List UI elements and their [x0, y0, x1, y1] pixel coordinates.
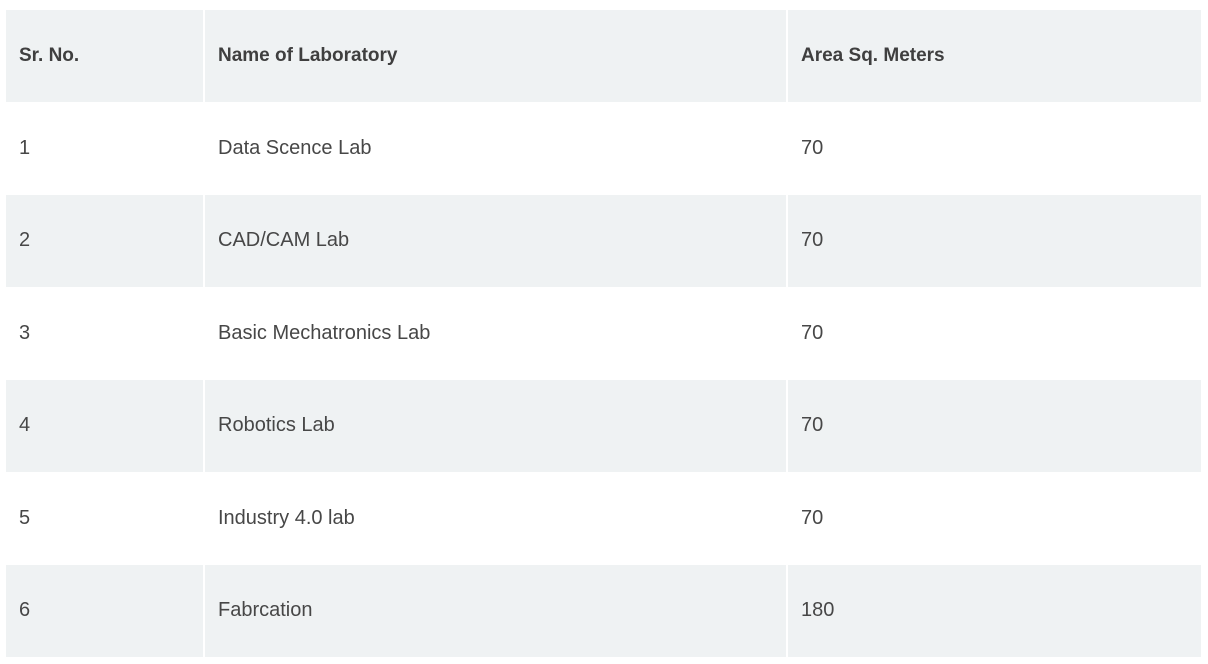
cell-laboratory-name: Industry 4.0 lab [205, 472, 788, 565]
table-row: 2 CAD/CAM Lab 70 [6, 194, 1201, 287]
cell-area: 70 [788, 194, 1201, 287]
table-row: 1 Data Scence Lab 70 [6, 102, 1201, 195]
cell-area: 70 [788, 472, 1201, 565]
cell-sr-no: 6 [6, 564, 205, 657]
cell-area: 70 [788, 379, 1201, 472]
cell-area: 180 [788, 564, 1201, 657]
cell-sr-no: 3 [6, 287, 205, 380]
cell-laboratory-name: CAD/CAM Lab [205, 194, 788, 287]
cell-area: 70 [788, 102, 1201, 195]
cell-sr-no: 5 [6, 472, 205, 565]
header-laboratory-name: Name of Laboratory [205, 10, 788, 102]
cell-sr-no: 2 [6, 194, 205, 287]
cell-laboratory-name: Basic Mechatronics Lab [205, 287, 788, 380]
table-row: 5 Industry 4.0 lab 70 [6, 472, 1201, 565]
laboratory-table: Sr. No. Name of Laboratory Area Sq. Mete… [6, 10, 1201, 657]
table-body: 1 Data Scence Lab 70 2 CAD/CAM Lab 70 3 … [6, 102, 1201, 657]
cell-sr-no: 4 [6, 379, 205, 472]
cell-laboratory-name: Robotics Lab [205, 379, 788, 472]
header-sr-no: Sr. No. [6, 10, 205, 102]
cell-area: 70 [788, 287, 1201, 380]
cell-laboratory-name: Data Scence Lab [205, 102, 788, 195]
cell-laboratory-name: Fabrcation [205, 564, 788, 657]
laboratory-table-container: Sr. No. Name of Laboratory Area Sq. Mete… [6, 10, 1201, 657]
table-row: 4 Robotics Lab 70 [6, 379, 1201, 472]
table-row: 3 Basic Mechatronics Lab 70 [6, 287, 1201, 380]
header-row: Sr. No. Name of Laboratory Area Sq. Mete… [6, 10, 1201, 102]
header-area: Area Sq. Meters [788, 10, 1201, 102]
table-row: 6 Fabrcation 180 [6, 564, 1201, 657]
cell-sr-no: 1 [6, 102, 205, 195]
table-header: Sr. No. Name of Laboratory Area Sq. Mete… [6, 10, 1201, 102]
